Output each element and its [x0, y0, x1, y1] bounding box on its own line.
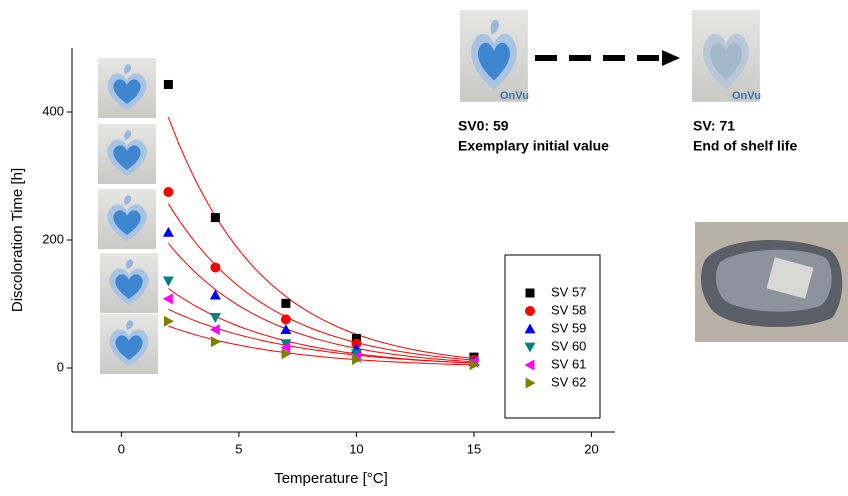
start-caption: Exemplary initial value: [458, 138, 609, 154]
logo: OnVu: [732, 90, 761, 102]
sample-photo: [98, 124, 156, 184]
marker: [209, 313, 221, 323]
legend-marker: [525, 377, 536, 389]
legend-marker: [525, 306, 535, 316]
x-axis-title: Temperature [°C]: [274, 470, 388, 487]
legend-label: SV 58: [551, 302, 586, 317]
marker: [280, 324, 292, 334]
sample-photo: [100, 253, 158, 313]
sample-photo: [98, 58, 156, 118]
marker: [163, 79, 173, 89]
indicator-end: [692, 10, 760, 102]
x-tick-label: 0: [118, 441, 125, 456]
device-photo: [695, 222, 848, 342]
fit-curve: [167, 117, 475, 359]
sample-photo: [100, 314, 158, 374]
marker: [210, 213, 220, 223]
marker: [280, 339, 292, 350]
marker: [469, 359, 480, 371]
marker: [162, 226, 174, 237]
marker: [163, 187, 174, 197]
marker: [280, 314, 291, 325]
legend-label: SV 59: [551, 320, 586, 335]
marker: [281, 348, 292, 360]
marker: [351, 334, 361, 344]
sample-photo: [98, 189, 156, 249]
legend-label: SV 61: [551, 356, 586, 371]
y-tick-label: 400: [42, 103, 64, 118]
x-tick-label: 10: [349, 441, 363, 456]
start-value: SV0: 59: [458, 118, 509, 134]
legend-label: SV 62: [551, 374, 586, 389]
marker: [163, 315, 174, 327]
marker: [162, 293, 173, 305]
y-tick-label: 200: [42, 231, 64, 246]
marker: [210, 336, 221, 348]
legend: [504, 254, 601, 419]
marker: [209, 324, 220, 336]
legend-marker: [524, 342, 536, 353]
marker: [210, 262, 221, 273]
marker: [209, 289, 221, 300]
x-tick-label: 20: [584, 441, 598, 456]
legend-marker: [524, 359, 535, 371]
fit-curve: [168, 242, 475, 363]
x-tick-label: 5: [235, 441, 242, 456]
y-tick-label: 0: [57, 359, 64, 374]
legend-marker: [525, 288, 535, 298]
marker: [280, 342, 291, 354]
end-caption: End of shelf life: [693, 138, 797, 154]
x-tick-label: 15: [467, 441, 481, 456]
marker: [162, 276, 174, 287]
fit-curve: [167, 203, 475, 361]
legend-marker: [524, 323, 536, 334]
legend-label: SV 57: [551, 284, 586, 299]
end-value: SV: 71: [693, 118, 735, 134]
logo: OnVu: [500, 90, 529, 102]
y-axis-title: Discoloration Time [h]: [9, 168, 26, 312]
marker: [352, 354, 362, 366]
indicator-initial: [460, 10, 528, 102]
legend-label: SV 60: [551, 338, 586, 353]
marker: [281, 298, 291, 308]
arrow-head: [662, 50, 680, 66]
